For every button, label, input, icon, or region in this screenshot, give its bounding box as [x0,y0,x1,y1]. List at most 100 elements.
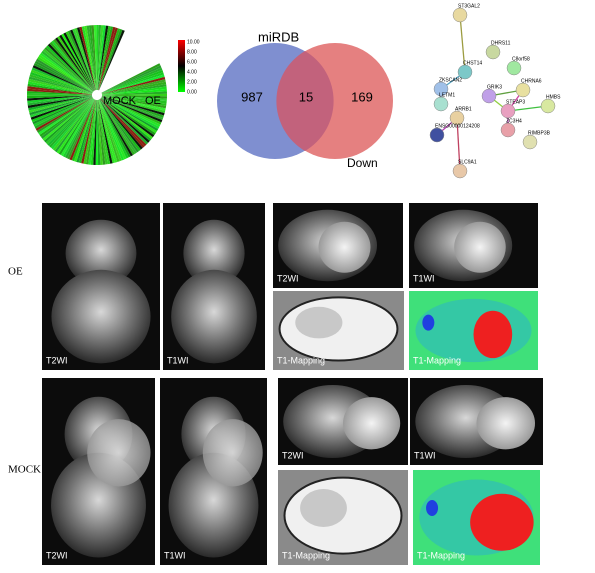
heatmap-cell [100,98,147,147]
heatmap-center [92,90,102,100]
tumor [318,221,371,273]
heatmap-cell [88,99,97,165]
heatmap-cell [88,25,97,91]
heatmap-cell [99,99,133,157]
heatmap-cell [97,99,103,165]
venn-count: 169 [351,89,373,104]
heatmap-cell [28,96,93,113]
heatmap-cell [99,99,129,159]
heatmap-cell [101,97,160,130]
scale-label: 10.00 [187,39,200,45]
heatmap-cell [65,99,95,159]
heatmap-cell [79,26,96,91]
heatmap-cell [27,95,93,106]
map-region [422,314,435,331]
heatmap-cell [33,62,93,93]
heatmap-cell [101,96,164,118]
heatmap-cell [98,99,125,161]
anatomy [51,269,151,364]
map-region [415,298,532,363]
heatmap-cell [29,96,93,116]
node [540,98,556,114]
panel-label: T2WI [282,450,304,460]
heatmap-cell [98,28,123,91]
heatmap-cell [27,88,93,95]
panel-label: T1WI [167,355,189,365]
heatmap-cell [36,97,93,133]
heatmap-cell [38,54,93,93]
heatmap-cell [100,98,145,148]
scale-label: 6.00 [187,59,197,65]
row-label: MOCK [8,464,41,476]
heatmap-cell [60,99,95,157]
heatmap-cell [27,95,93,104]
heatmap-cell [32,65,93,94]
heatmap-cell [81,99,97,164]
heatmap-cell [96,25,99,91]
heatmap-cell [26,93,93,96]
heatmap-cell [93,99,97,165]
node [452,163,468,179]
heatmap-cell [74,99,96,162]
heatmap-cell [101,95,166,111]
heatmap-cell [97,25,109,91]
heatmap-cell [76,27,96,91]
heatmap-cell [29,96,93,118]
node [515,82,531,98]
heatmap-cell [101,65,162,94]
heatmap-cell [97,26,114,91]
heatmap-cell [27,86,93,95]
panel-label: T1-Mapping [413,355,461,365]
map-region [426,500,439,516]
heatmap-cell [58,99,95,155]
heatmap-cell [99,99,131,158]
node [481,88,497,104]
anatomy [65,219,137,287]
heatmap-cell [101,96,163,123]
circular-heatmap: MOCK OE 10.00 8.00 6.00 4.00 2.00 0.00 [26,25,200,165]
heatmap-cell [47,98,94,147]
heatmap-cell [101,74,165,94]
heatmap-cell [101,81,167,95]
panel-label: T2WI [46,550,68,560]
heatmap-cell [97,25,104,91]
heatmap-cell [55,37,95,91]
panel-label: T1-Mapping [417,550,465,560]
heatmap-cell [101,72,164,94]
node [457,64,473,80]
heatmap-cell [59,34,95,91]
heatmap-cell [44,46,94,92]
node-label: ST3GAL2 [458,3,480,9]
heatmap-cell [67,99,96,160]
node-label: C8orf58 [512,56,530,62]
node [500,122,516,138]
heatmap-cell [69,99,96,161]
heatmap-cell [101,88,167,95]
map-region [300,489,347,527]
heatmap-cell [28,78,93,95]
node-label: ARRB1 [455,106,472,112]
tumor [343,397,401,450]
heatmap-cell [65,31,95,91]
heatmap-cell [97,25,102,91]
heatmap-cell [29,74,93,94]
heatmap-cell [101,86,167,95]
node [452,7,468,23]
heatmap-cell [101,97,156,136]
heatmap-cell [101,84,167,95]
heatmap-cell [98,99,127,160]
node-label: LETM1 [439,92,455,98]
panel-label: T2WI [46,355,68,365]
node-label: RIMBP3B [528,130,551,136]
heatmap-cell [52,98,94,151]
map-region [473,310,513,359]
heatmap-cell [101,95,167,104]
heatmap-cell [101,93,168,97]
venn-count: 15 [299,89,313,104]
heatmap-cell [28,76,93,94]
heatmap-cell [100,98,153,140]
venn-overlap [276,51,334,151]
heatmap-cell [97,99,101,165]
heatmap-cell [98,29,125,91]
heatmap-cell [101,69,164,94]
